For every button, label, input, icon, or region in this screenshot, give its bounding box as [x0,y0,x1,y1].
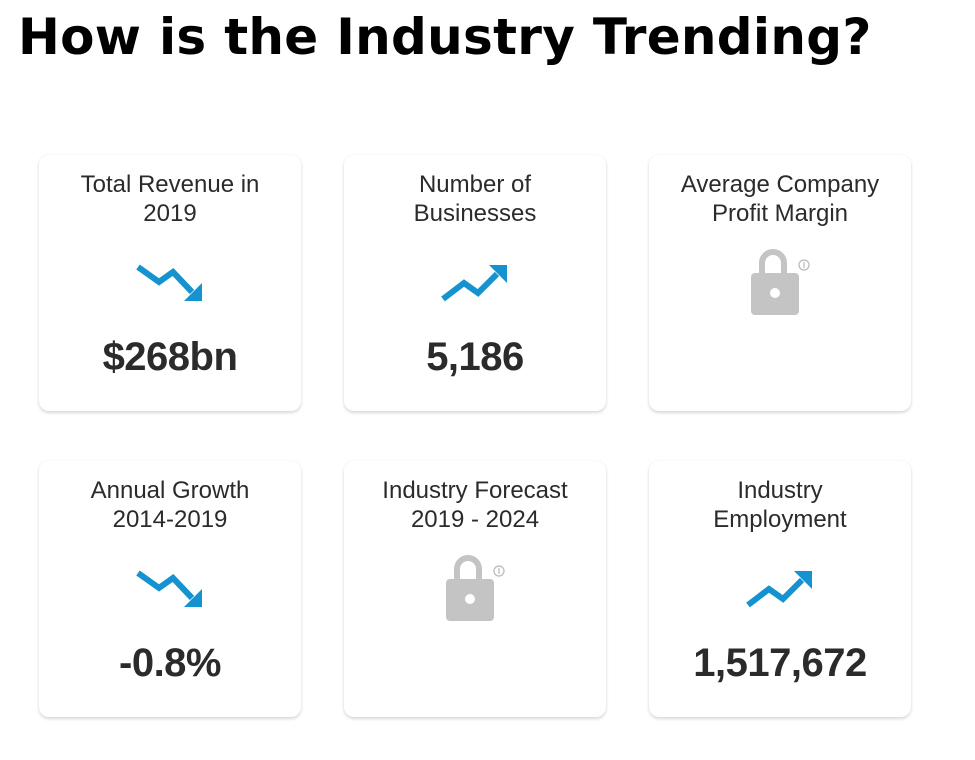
metric-card-industry-employment: Industry Employment 1,517,672 [649,461,911,717]
trend-up-icon [746,571,812,608]
card-label-line1: Industry Forecast [382,477,568,504]
card-label: Total Revenue in 2019 [49,170,291,228]
card-value: -0.8% [119,641,222,685]
card-label-line1: Total Revenue in [80,171,260,198]
card-label-line2: 2019 [143,200,197,227]
page-title: How is the Industry Trending? [18,8,872,66]
lock-icon[interactable] [441,551,509,623]
trend-down-icon [136,570,202,607]
card-value: 5,186 [426,335,524,379]
card-label-line2: Businesses [413,200,537,227]
card-label: Average Company Profit Margin [659,170,901,228]
card-label-line2: Profit Margin [711,200,849,227]
card-value: $268bn [102,335,238,379]
card-label-line2: 2019 - 2024 [410,506,540,533]
card-label-line1: Number of [418,171,532,198]
card-label-line1: Industry [737,477,823,504]
metric-card-profit-margin: Average Company Profit Margin [649,155,911,411]
card-label: Annual Growth 2014-2019 [49,476,291,534]
trend-up-icon [441,265,507,302]
card-label-line2: Employment [713,506,847,533]
metric-card-annual-growth: Annual Growth 2014-2019 -0.8% [39,461,301,717]
lock-icon[interactable] [746,245,814,317]
metric-card-total-revenue: Total Revenue in 2019 $268bn [39,155,301,411]
card-label: Industry Forecast 2019 - 2024 [354,476,596,534]
card-label-line1: Annual Growth [90,477,250,504]
card-label-line1: Average Company [680,171,880,198]
card-label: Industry Employment [659,476,901,534]
card-label-line2: 2014-2019 [112,506,228,533]
metric-card-number-of-businesses: Number of Businesses 5,186 [344,155,606,411]
card-label: Number of Businesses [354,170,596,228]
trend-down-icon [136,264,202,301]
card-value: 1,517,672 [693,641,867,685]
metric-card-industry-forecast: Industry Forecast 2019 - 2024 [344,461,606,717]
